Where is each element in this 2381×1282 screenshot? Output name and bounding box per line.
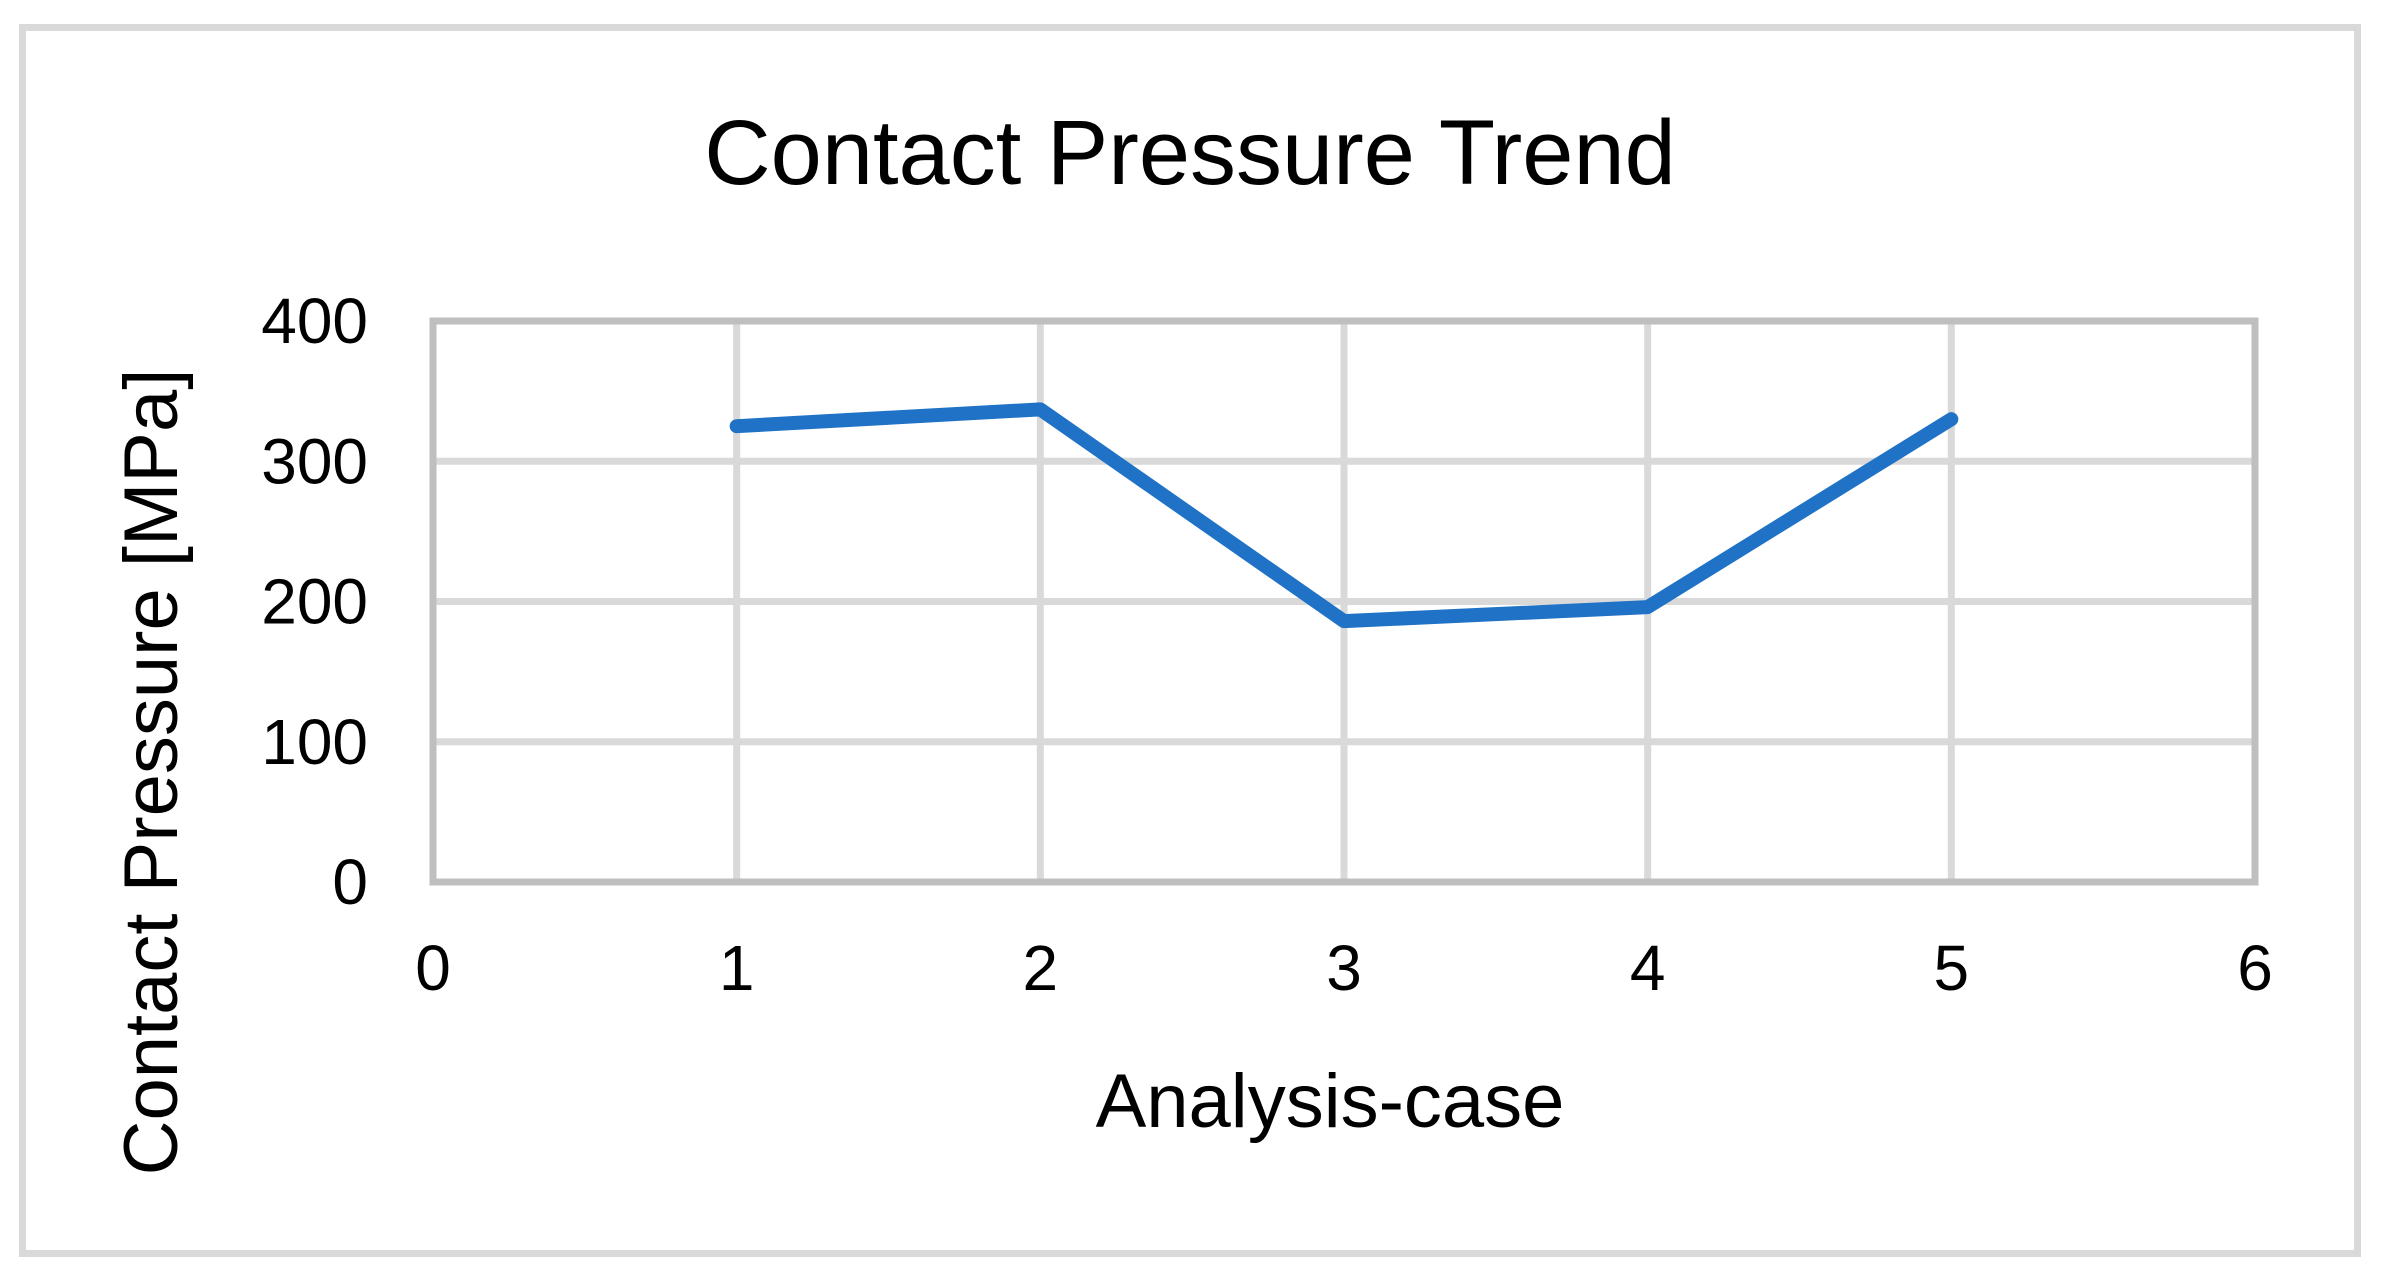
x-tick-label: 1 — [719, 932, 755, 1004]
x-tick-label: 0 — [415, 932, 451, 1004]
chart-frame — [19, 24, 2361, 1257]
x-axis-title: Analysis-case — [1095, 1059, 1565, 1144]
x-tick-label: 5 — [1934, 932, 1970, 1004]
y-tick-label: 0 — [332, 846, 368, 918]
y-tick-label: 400 — [261, 285, 368, 357]
x-tick-label: 6 — [2237, 932, 2273, 1004]
y-tick-label: 100 — [261, 706, 368, 778]
y-tick-label: 300 — [261, 425, 368, 497]
x-tick-label: 3 — [1326, 932, 1362, 1004]
chart-title: Contact Pressure Trend — [704, 102, 1676, 204]
x-tick-label: 2 — [1023, 932, 1059, 1004]
x-tick-label: 4 — [1630, 932, 1666, 1004]
data-line — [729, 402, 1959, 629]
y-tick-label: 200 — [261, 566, 368, 638]
plot-border — [429, 317, 2259, 886]
y-axis-title: Contact Pressure [MPa] — [109, 368, 194, 1176]
